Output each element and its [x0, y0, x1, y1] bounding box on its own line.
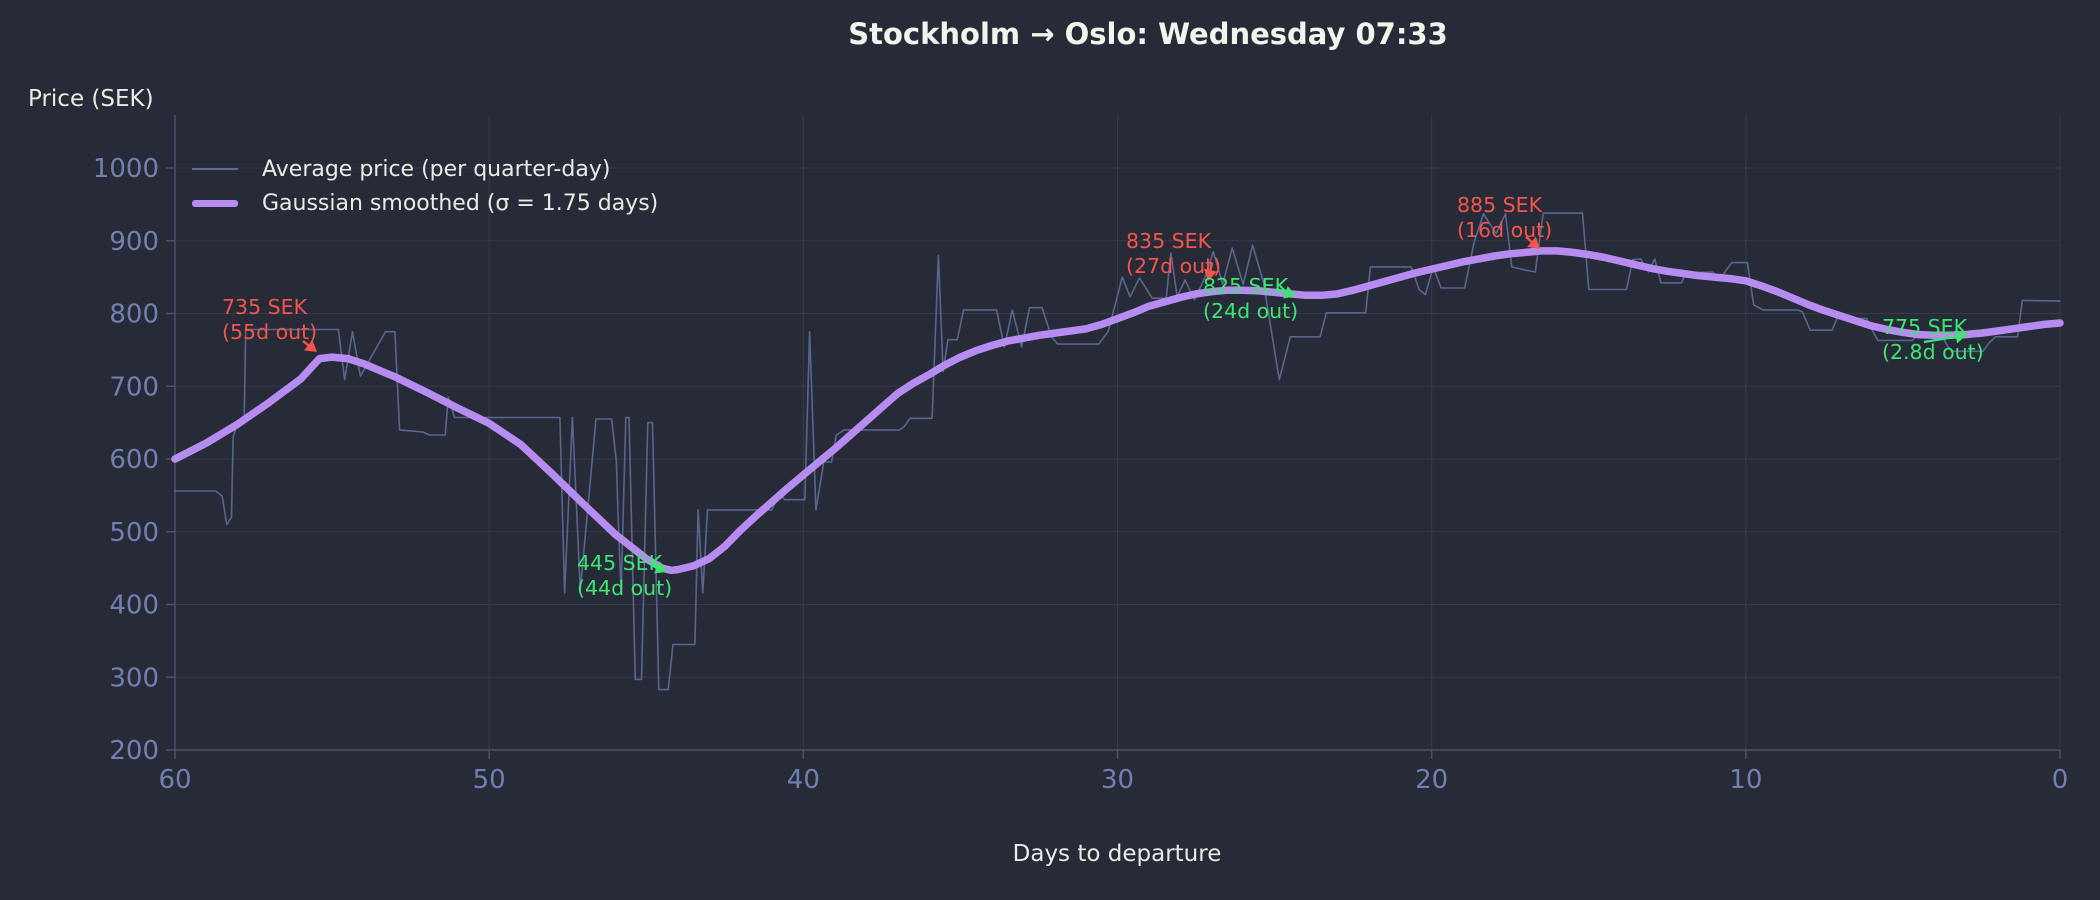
x-tick-label: 10	[1729, 765, 1762, 795]
tick-labels: 200 300 400 500 600 700 800 900 1000 60 50 40 30 20 10…	[93, 154, 2068, 795]
x-tick-label: 50	[473, 765, 506, 795]
gridlines	[174, 115, 2061, 751]
x-tick-label: 30	[1101, 765, 1134, 795]
peak-annotation-label: (27d out)	[1126, 254, 1221, 278]
legend-label: Gaussian smoothed (σ = 1.75 days)	[262, 190, 659, 216]
annotation-arrowhead-icon	[1954, 330, 1967, 344]
legend-line-sample-raw	[192, 168, 238, 170]
legend-line-sample-smoothed	[192, 199, 238, 207]
legend-label: Average price (per quarter-day)	[262, 156, 611, 182]
annotation-arrowhead-icon	[654, 561, 667, 574]
y-axis-title: Price (SEK)	[28, 86, 154, 112]
peak-annotation-label: (55d out)	[222, 320, 317, 344]
x-tick-label: 40	[787, 765, 820, 795]
dip-annotation-label: (44d out)	[577, 576, 672, 600]
legend: Average price (per quarter-day) Gaussian…	[192, 152, 658, 220]
annotation-arrowhead-icon	[1527, 236, 1540, 249]
peak-annotation-label: (16d out)	[1457, 218, 1552, 242]
y-tick-label: 200	[109, 736, 159, 766]
chart-title: Stockholm → Oslo: Wednesday 07:33	[848, 17, 1448, 51]
axes	[166, 115, 2061, 759]
peak-annotation-label: 835 SEK	[1126, 229, 1212, 253]
dip-annotation-label: 825 SEK	[1203, 274, 1289, 298]
y-tick-label: 1000	[93, 154, 159, 184]
legend-item-smoothed: Gaussian smoothed (σ = 1.75 days)	[192, 186, 658, 220]
dip-annotation-label: (24d out)	[1203, 299, 1298, 323]
x-tick-label: 60	[158, 765, 191, 795]
annotation-arrowhead-icon	[304, 339, 317, 352]
annotations: 735 SEK(55d out)445 SEK(44d out)835 SEK(…	[222, 193, 1984, 600]
peak-annotation-label: 885 SEK	[1457, 193, 1543, 217]
y-tick-label: 600	[109, 445, 159, 475]
x-tick-label: 20	[1415, 765, 1448, 795]
y-tick-label: 500	[109, 518, 159, 548]
annotation-arrowhead-icon	[1203, 268, 1217, 281]
dip-annotation-label: 775 SEK	[1882, 315, 1968, 339]
y-tick-label: 800	[109, 300, 159, 330]
x-tick-label: 0	[2052, 765, 2069, 795]
legend-item-raw: Average price (per quarter-day)	[192, 152, 658, 186]
peak-annotation-label: 735 SEK	[222, 295, 308, 319]
y-tick-label: 700	[109, 372, 159, 402]
dip-annotation-label: (2.8d out)	[1882, 340, 1984, 364]
dip-annotation-label: 445 SEK	[577, 551, 663, 575]
y-tick-label: 300	[109, 663, 159, 693]
annotation-arrow-tail	[1923, 335, 1959, 344]
x-axis-title: Days to departure	[1012, 841, 1222, 867]
y-tick-label: 400	[109, 591, 159, 621]
y-tick-label: 900	[109, 227, 159, 257]
annotation-arrowhead-icon	[1283, 285, 1296, 299]
